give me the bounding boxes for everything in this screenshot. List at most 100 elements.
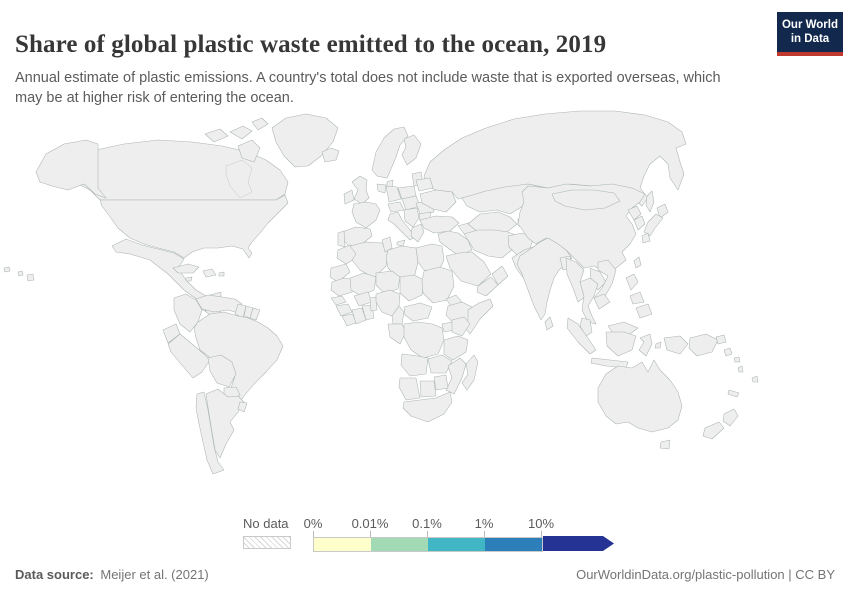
country-vanuatu[interactable] (737, 365, 744, 373)
country-egypt[interactable] (415, 243, 445, 273)
legend-swatch-bin4-arrow[interactable] (543, 536, 614, 551)
country-russia-sakhalin[interactable] (645, 190, 655, 213)
country-laos[interactable] (589, 267, 607, 291)
country-greece[interactable] (410, 223, 425, 243)
country-bolivia[interactable] (207, 354, 237, 388)
country-new-zealand-south[interactable] (702, 421, 725, 440)
country-canada-arctic-island-3[interactable] (204, 128, 229, 143)
country-south-korea[interactable] (633, 215, 646, 231)
country-madagascar[interactable] (461, 354, 479, 391)
country-papua-new-guinea[interactable] (688, 333, 719, 357)
country-chile[interactable] (195, 391, 225, 475)
region-new-caledonia[interactable] (727, 389, 740, 398)
credit-link[interactable]: OurWorldinData.org/plastic-pollution | C… (576, 567, 835, 582)
region-western-sahara[interactable] (329, 263, 351, 283)
country-new-zealand-north[interactable] (722, 408, 739, 427)
region-western-balkans[interactable] (403, 207, 420, 228)
country-angola[interactable] (400, 353, 429, 377)
country-australia[interactable] (597, 359, 683, 433)
country-mongolia[interactable] (551, 189, 621, 211)
country-mauritania[interactable] (330, 277, 357, 297)
legend-swatch-bin0[interactable] (314, 538, 371, 551)
country-malaysia-peninsula[interactable] (579, 317, 593, 337)
country-chad[interactable] (399, 274, 425, 302)
country-uruguay[interactable] (237, 401, 248, 413)
country-japan-kyushu[interactable] (641, 232, 651, 244)
country-belarus[interactable] (415, 177, 434, 192)
country-germany[interactable] (385, 185, 402, 203)
country-tunisia[interactable] (381, 236, 393, 253)
region-austria-switzerland[interactable] (387, 201, 405, 213)
country-mexico[interactable] (111, 238, 222, 305)
country-guinea[interactable] (335, 303, 353, 317)
country-ireland[interactable] (343, 189, 355, 205)
country-yemen[interactable] (476, 276, 499, 297)
country-france[interactable] (351, 201, 381, 229)
country-canada-arctic-island-1[interactable] (229, 125, 253, 140)
country-united-states-hawaii-1[interactable] (3, 266, 11, 273)
country-senegal[interactable] (330, 295, 347, 306)
country-iceland[interactable] (321, 147, 340, 163)
country-north-korea[interactable] (627, 205, 642, 221)
country-united-kingdom[interactable] (351, 175, 370, 205)
country-saudi-arabia[interactable] (445, 251, 492, 287)
country-australia-tasmania[interactable] (659, 439, 671, 450)
country-philippines-visayas[interactable] (629, 291, 645, 305)
country-cuba[interactable] (172, 263, 200, 274)
country-china[interactable] (517, 183, 646, 273)
country-algeria[interactable] (349, 241, 389, 279)
region-benelux[interactable] (376, 183, 387, 194)
country-japan-hokkaido[interactable] (656, 203, 669, 219)
country-cameroon[interactable] (391, 305, 405, 325)
country-mozambique[interactable] (445, 357, 467, 395)
country-japan-honshu[interactable] (643, 213, 664, 237)
country-cambodia[interactable] (593, 293, 611, 310)
country-south-africa[interactable] (402, 391, 453, 423)
country-indonesia-sumatra[interactable] (566, 317, 597, 355)
country-zambia[interactable] (427, 354, 453, 374)
country-spain[interactable] (341, 226, 373, 249)
country-indonesia-moluccas[interactable] (654, 341, 662, 349)
region-iraq-levant[interactable] (437, 230, 473, 257)
country-zimbabwe[interactable] (433, 374, 449, 391)
country-democratic-republic-of-congo[interactable] (403, 321, 445, 359)
country-jamaica[interactable] (185, 276, 193, 282)
country-solomon-islands-1[interactable] (723, 347, 733, 357)
country-india[interactable] (516, 237, 573, 321)
country-botswana[interactable] (419, 380, 437, 398)
country-philippines-luzon[interactable] (625, 273, 639, 291)
country-solomon-islands-2[interactable] (733, 356, 741, 363)
country-argentina[interactable] (205, 388, 245, 459)
country-philippines-mindanao[interactable] (635, 303, 653, 319)
country-united-states-alaska[interactable] (35, 139, 107, 199)
region-togo-benin[interactable] (369, 296, 378, 312)
country-united-states[interactable] (99, 194, 289, 259)
country-mali[interactable] (349, 272, 377, 297)
country-sri-lanka[interactable] (544, 316, 554, 331)
country-united-states-hawaii-2[interactable] (17, 270, 24, 277)
region-hispaniola[interactable] (202, 268, 217, 278)
country-finland[interactable] (401, 134, 422, 166)
country-portugal[interactable] (337, 230, 346, 248)
country-indonesia-kalimantan[interactable] (605, 331, 637, 357)
country-indonesia-sulawesi[interactable] (638, 333, 653, 357)
country-niger[interactable] (375, 270, 401, 294)
country-central-african-republic[interactable] (403, 302, 433, 322)
country-peru[interactable] (167, 333, 211, 379)
country-taiwan[interactable] (633, 256, 642, 269)
country-canada-arctic-island-2[interactable] (251, 117, 269, 131)
country-turkey[interactable] (419, 215, 460, 234)
country-oman[interactable] (491, 265, 509, 286)
legend-swatch-bin3[interactable] (485, 538, 542, 551)
country-papua-new-guinea-new-britain[interactable] (715, 334, 727, 345)
country-puerto-rico[interactable] (218, 271, 225, 277)
region-french-guiana[interactable] (249, 307, 261, 321)
region-norway-sweden[interactable] (371, 126, 409, 179)
country-indonesia-west-papua[interactable] (663, 335, 689, 355)
country-fiji[interactable] (751, 375, 759, 383)
country-tanzania[interactable] (443, 335, 469, 361)
country-thailand[interactable] (579, 277, 599, 325)
country-kenya[interactable] (451, 316, 471, 337)
legend-no-data-swatch[interactable] (243, 536, 291, 549)
country-namibia[interactable] (398, 377, 421, 401)
